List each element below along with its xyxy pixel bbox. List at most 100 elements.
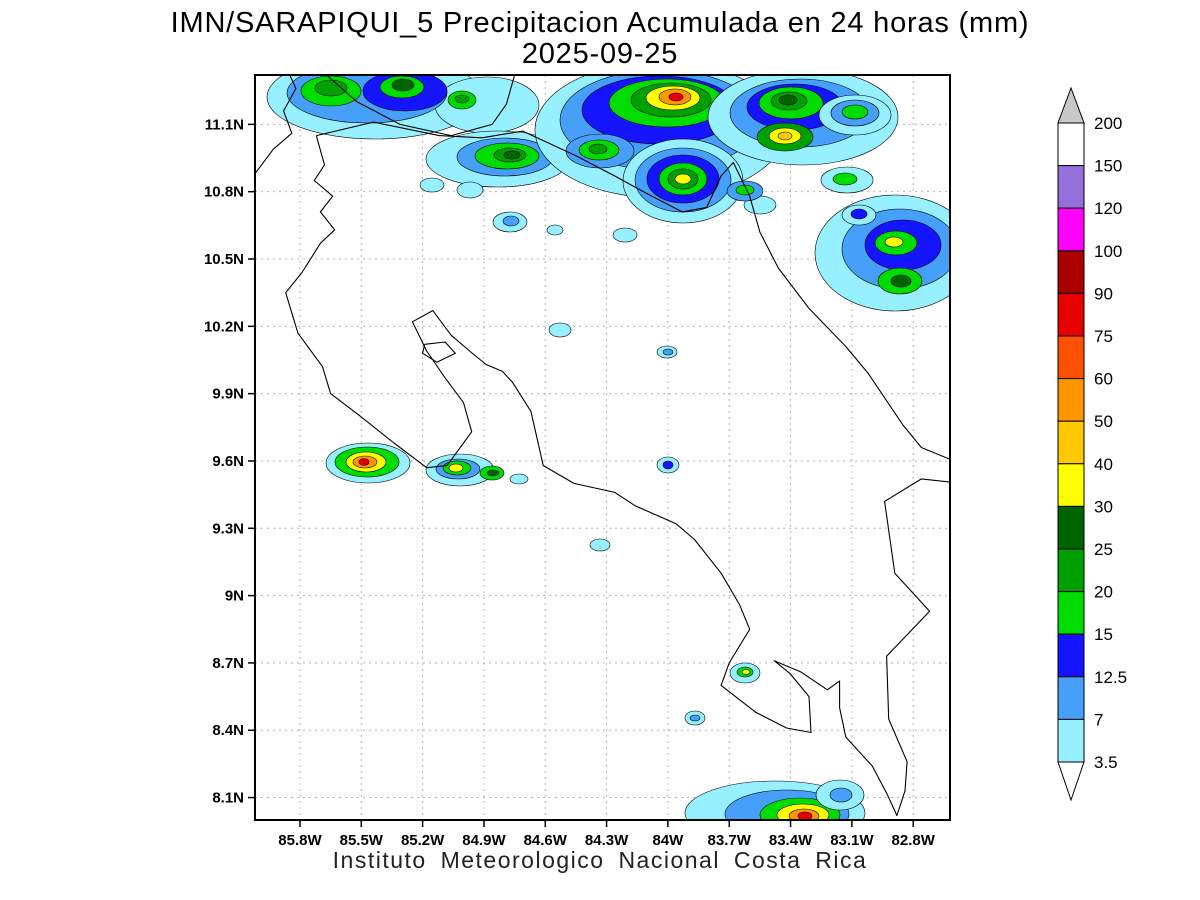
colorbar-segment — [1057, 676, 1085, 720]
colorbar-segment — [1057, 633, 1085, 678]
coastline-lake-nicaragua — [326, 75, 516, 137]
colorbar-arrow-top — [1057, 86, 1085, 124]
colorbar-label: 3.5 — [1094, 753, 1118, 772]
precip-cell — [832, 172, 858, 186]
coastline-nicaragua-pacific-coast — [255, 75, 297, 175]
colorbar-label: 20 — [1094, 583, 1113, 602]
precip-cell — [448, 463, 464, 473]
y-axis-label: 8.4N — [212, 722, 244, 739]
x-axis-label: 84W — [652, 832, 684, 849]
y-axis-label: 8.7N — [212, 655, 244, 672]
precip-cell — [668, 92, 684, 102]
precip-cell — [735, 184, 755, 196]
coastline-isla-chira — [422, 341, 456, 363]
colorbar-label: 50 — [1094, 412, 1113, 431]
y-axis-label: 8.1N — [212, 790, 244, 807]
precipitation-layer — [266, 75, 950, 820]
precip-cell — [884, 236, 904, 248]
colorbar-segment — [1057, 292, 1085, 337]
colorbar-label: 25 — [1094, 540, 1113, 559]
colorbar-segment — [1057, 548, 1085, 593]
precip-cell — [797, 811, 813, 820]
precip-cell — [778, 94, 798, 106]
colorbar-label: 7 — [1094, 710, 1103, 729]
y-axis-label: 9.9N — [212, 386, 244, 403]
colorbar-label: 150 — [1094, 157, 1122, 176]
precip-cell — [509, 473, 529, 485]
colorbar-arrow-bottom — [1057, 761, 1085, 802]
precip-cell — [741, 669, 751, 675]
precip-cell — [358, 458, 370, 466]
colorbar-segment — [1057, 335, 1085, 380]
colorbar-label: 60 — [1094, 370, 1113, 389]
precip-cell — [314, 79, 348, 97]
y-axis-label: 10.8N — [205, 184, 244, 201]
precip-cell — [546, 224, 564, 236]
precip-cell — [777, 131, 793, 141]
precip-cell — [502, 215, 520, 227]
precip-cell — [850, 208, 868, 220]
precip-cell — [486, 469, 500, 477]
colorbar-label: 30 — [1094, 497, 1113, 516]
colorbar-segment — [1057, 165, 1085, 209]
colorbar-segment — [1057, 122, 1085, 167]
precip-cell — [674, 173, 692, 185]
footer-credit: Instituto Meteorologico Nacional Costa R… — [332, 847, 868, 873]
map-plot: 85.8W 85.5W 85.2W 84.9W 84.6W 84.3W 84W 83.7W 83… — [205, 74, 951, 849]
x-axis-label: 85.8W — [278, 832, 322, 849]
colorbar-segment — [1057, 378, 1085, 422]
colorbar-segment — [1057, 505, 1085, 550]
page-title: IMN/SARAPIQUI_5 Precipitacion Acumulada … — [0, 7, 1200, 71]
x-axis-label: 84.9W — [462, 832, 506, 849]
y-axis-label: 10.5N — [205, 251, 244, 268]
x-axis-label: 83.7W — [708, 832, 752, 849]
precip-cell — [589, 538, 611, 552]
precip-cell — [662, 348, 674, 356]
y-axis-label: 9.6N — [212, 453, 244, 470]
colorbar-label: 40 — [1094, 455, 1113, 474]
colorbar-segment — [1057, 250, 1085, 294]
y-axis-label: 10.2N — [205, 318, 244, 335]
precip-cell — [829, 787, 853, 803]
colorbar-segment — [1057, 591, 1085, 635]
precip-cell — [391, 78, 415, 92]
precip-cell — [689, 714, 701, 722]
precip-cell — [612, 227, 638, 243]
x-axis-label: 84.6W — [524, 832, 568, 849]
colorbar-label: 12.5 — [1094, 668, 1127, 687]
colorbar-label: 75 — [1094, 327, 1113, 346]
x-axis-label: 82.8W — [892, 832, 936, 849]
precip-cell — [890, 274, 912, 288]
colorbar-legend: 200 150 120 100 90 75 60 50 40 30 25 20 15 12.5 7 3.5 — [1057, 86, 1127, 802]
x-axis-label: 83.1W — [830, 832, 874, 849]
title-line: IMN/SARAPIQUI_5 Precipitacion Acumulada … — [170, 7, 1030, 39]
y-axis-label: 9.3N — [212, 520, 244, 537]
x-axis-label: 83.4W — [769, 832, 813, 849]
x-axis-label: 84.3W — [585, 832, 629, 849]
y-axis-label: 9N — [225, 588, 244, 605]
precip-cell — [456, 181, 484, 199]
y-axis-label: 11.1N — [205, 116, 244, 133]
precip-cell — [588, 143, 608, 155]
colorbar-segment — [1057, 420, 1085, 465]
title-date: 2025-09-25 — [521, 38, 679, 71]
colorbar-label: 100 — [1094, 242, 1122, 261]
precip-cell — [841, 104, 869, 120]
precip-cell — [419, 177, 445, 193]
colorbar-segment — [1057, 463, 1085, 507]
precip-cell — [454, 94, 470, 104]
precip-cell — [503, 150, 521, 160]
plot-frame — [254, 74, 951, 821]
colorbar-label: 120 — [1094, 199, 1122, 218]
colorbar-segment — [1057, 207, 1085, 252]
coastline-costa-rica — [285, 121, 950, 817]
precip-cell — [548, 322, 572, 338]
colorbar-label: 15 — [1094, 625, 1113, 644]
x-axis-label: 85.2W — [401, 832, 445, 849]
colorbar-label: 90 — [1094, 284, 1113, 303]
precip-cell — [662, 460, 674, 470]
colorbar-segment — [1057, 718, 1085, 763]
colorbar-label: 200 — [1094, 114, 1122, 133]
x-axis-label: 85.5W — [340, 832, 384, 849]
